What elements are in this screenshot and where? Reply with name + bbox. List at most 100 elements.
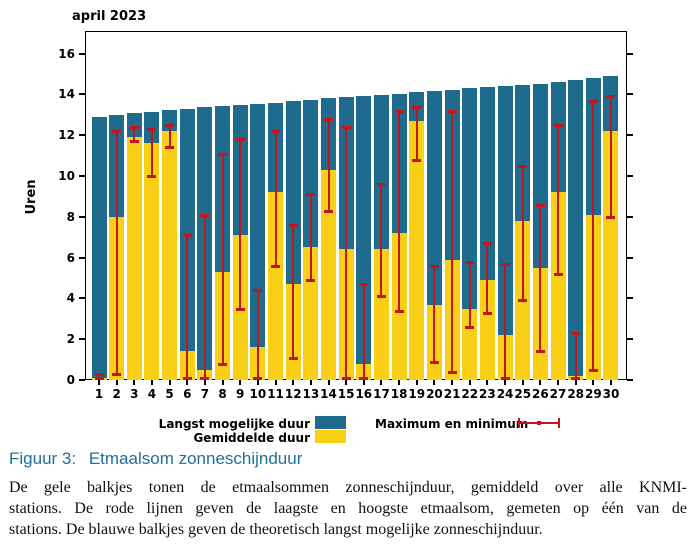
y-tick: [79, 215, 85, 218]
errorbar-line: [203, 214, 206, 380]
y-tick: [79, 256, 85, 259]
legend-label-longest-duration: Langst mogelijke duur: [158, 417, 310, 431]
x-tick-label: 22: [461, 387, 479, 401]
x-tick: [98, 380, 100, 385]
errorbar-min-cap: [341, 377, 351, 380]
errorbar-line: [345, 127, 348, 380]
x-tick: [345, 380, 348, 385]
x-tick: [468, 380, 471, 385]
x-tick: [239, 380, 242, 385]
errorbar-line: [133, 127, 136, 142]
y-tick-label: 6: [66, 250, 75, 265]
errorbar-max-cap: [235, 138, 245, 142]
y-tick: [627, 175, 633, 177]
errorbar-legend-icon: [518, 417, 560, 429]
x-tick-label: 13: [302, 387, 320, 401]
errorbar-min-cap: [588, 368, 598, 372]
y-tick-label: 4: [66, 291, 75, 306]
x-tick: [539, 380, 542, 385]
errorbar-line: [327, 118, 330, 211]
yellow-bar: [162, 131, 178, 380]
x-tick-label: 4: [147, 387, 157, 401]
y-tick: [627, 297, 633, 300]
y-tick: [627, 338, 633, 341]
x-tick: [203, 380, 206, 385]
errorbar-max-cap: [218, 152, 228, 156]
x-tick-label: 26: [532, 387, 549, 401]
x-tick-label: 3: [130, 387, 139, 401]
errorbar-min-cap: [482, 311, 492, 315]
y-tick: [79, 52, 85, 55]
x-tick: [133, 380, 136, 385]
errorbar-line: [433, 265, 436, 362]
yellow-bar: [321, 169, 336, 380]
y-tick: [79, 297, 85, 300]
errorbar-min-cap: [447, 370, 457, 374]
errorbar-line: [221, 153, 224, 364]
x-tick: [609, 380, 612, 385]
errorbar-line: [468, 261, 471, 327]
y-tick-label: 8: [66, 209, 75, 224]
errorbar-line: [451, 110, 454, 372]
x-tick-label: 9: [236, 387, 245, 401]
x-tick: [592, 380, 595, 385]
errorbar-line: [362, 284, 365, 380]
x-tick: [362, 380, 365, 385]
errorbar-min-cap: [165, 146, 175, 150]
errorbar-max-cap: [324, 117, 333, 121]
errorbar-min-cap: [112, 372, 122, 376]
errorbar-line: [380, 184, 383, 297]
errorbar-max-cap: [341, 126, 351, 130]
errorbar-max-cap: [553, 124, 563, 127]
y-tick: [79, 338, 85, 341]
description-line: stations. De rode lijnen geven de laagst…: [9, 500, 687, 517]
x-tick-label: 30: [602, 387, 620, 401]
x-tick: [327, 380, 330, 385]
x-tick: [415, 380, 418, 385]
errorbar-max-cap: [447, 109, 457, 113]
errorbar-max-cap: [253, 289, 263, 293]
y-tick-label: 12: [58, 128, 75, 143]
blue-bar: [568, 80, 584, 380]
y-tick-label: 14: [58, 87, 75, 102]
errorbar-max-cap: [465, 260, 475, 264]
x-tick-label: 18: [390, 387, 408, 401]
blue-bar: [462, 88, 478, 380]
errorbar-line: [115, 131, 118, 374]
errorbar-min-cap: [535, 350, 545, 354]
yellow-bar: [409, 120, 425, 380]
errorbar-max-cap: [394, 109, 404, 113]
y-tick: [79, 175, 85, 177]
errorbar-max-cap: [571, 332, 581, 336]
legend-swatch-blue: [315, 416, 346, 429]
errorbar-max-cap: [429, 264, 439, 268]
errorbar-min-cap: [553, 272, 563, 276]
x-tick: [486, 380, 489, 385]
x-tick: [309, 380, 312, 385]
x-tick-label: 12: [284, 387, 302, 401]
errorbar-line: [504, 263, 507, 378]
figure-caption: Figuur 3: Etmaalsom zonneschijnduur: [9, 449, 302, 469]
yellow-bar: [268, 192, 284, 380]
errorbar-min-cap: [218, 362, 228, 366]
x-tick: [521, 380, 524, 385]
y-tick: [79, 134, 85, 137]
y-tick-label: 0: [66, 373, 75, 387]
errorbar-line: [557, 125, 560, 274]
errorbar-line: [98, 373, 100, 380]
description-line: stations. De blauwe balkjes geven de the…: [9, 521, 543, 538]
legend-swatch-yellow: [315, 430, 346, 443]
x-tick: [398, 380, 401, 385]
errorbar-min-cap: [500, 376, 510, 380]
errorbar-min-cap: [606, 215, 616, 219]
errorbar-line: [274, 131, 277, 266]
x-tick-label: 29: [584, 387, 602, 401]
x-tick: [504, 380, 507, 385]
x-tick-label: 5: [165, 387, 174, 401]
x-tick-label: 25: [514, 387, 532, 401]
x-tick-label: 8: [218, 387, 227, 401]
x-tick-label: 24: [496, 387, 514, 401]
errorbar-max-cap: [129, 126, 139, 130]
y-tick: [627, 379, 633, 381]
errorbar-max-cap: [165, 124, 175, 127]
